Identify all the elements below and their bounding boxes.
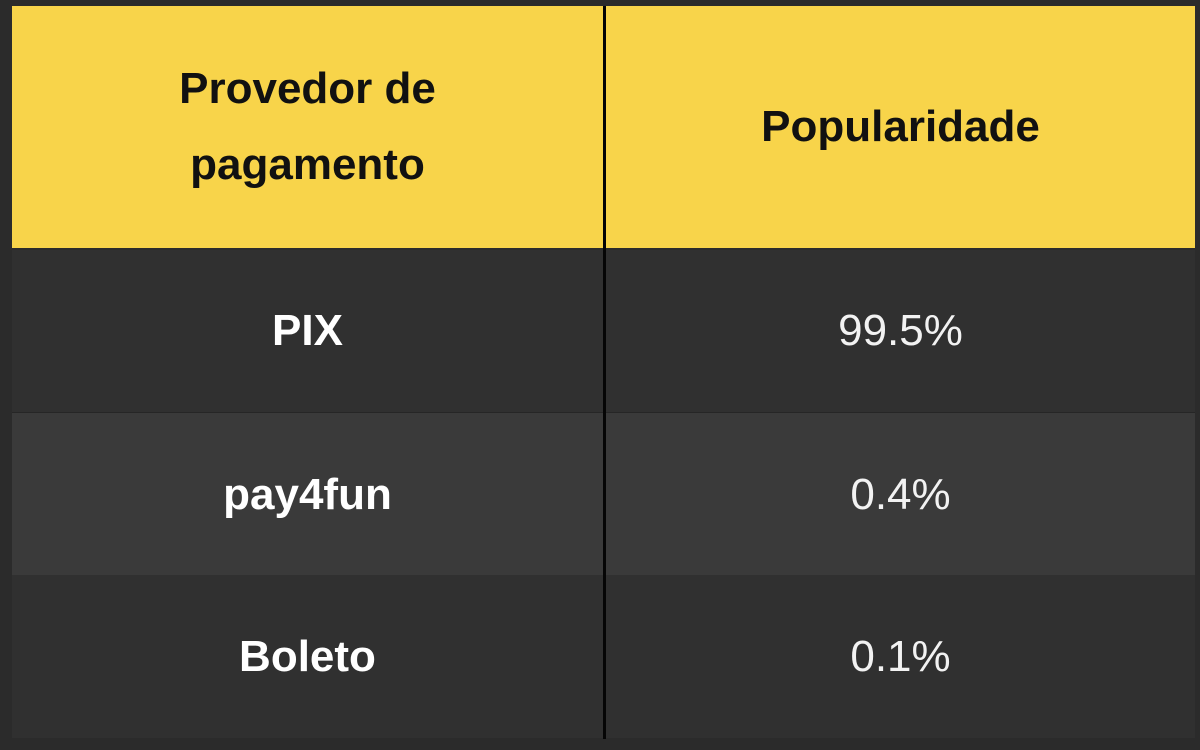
table-header-row: Provedor de pagamento Popularidade <box>12 6 1195 248</box>
header-popularity: Popularidade <box>606 6 1195 248</box>
payment-providers-table: Provedor de pagamento Popularidade PIX 9… <box>12 6 1195 739</box>
provider-cell: Boleto <box>239 631 376 681</box>
provider-cell: pay4fun <box>223 469 392 519</box>
header-provider-label: Provedor de pagamento <box>179 64 436 189</box>
popularity-cell: 0.1% <box>850 631 951 681</box>
popularity-cell: 99.5% <box>838 306 963 355</box>
column-divider <box>603 6 606 739</box>
header-provider: Provedor de pagamento <box>12 6 603 248</box>
provider-cell: PIX <box>272 306 343 355</box>
popularity-cell: 0.4% <box>850 469 951 519</box>
